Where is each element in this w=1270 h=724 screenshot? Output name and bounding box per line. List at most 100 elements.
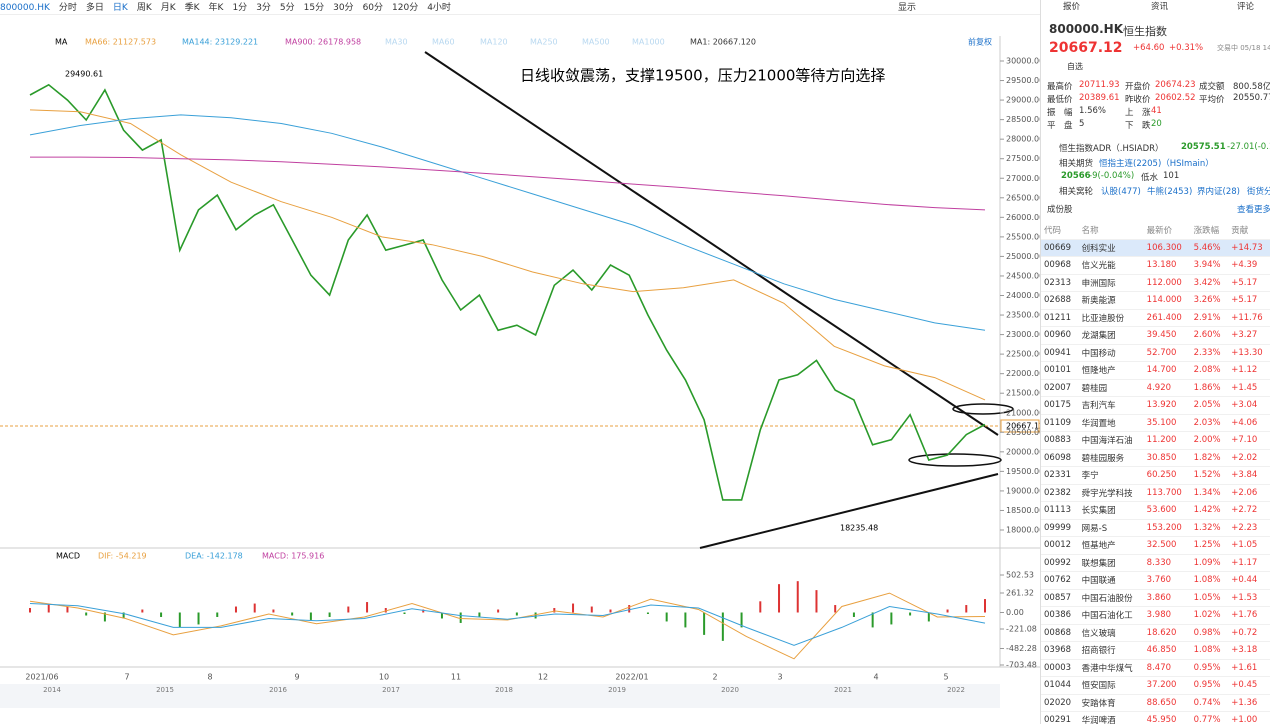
table-row[interactable]: 00386 中国石油化工 3.980 1.02% +1.76 [1041, 606, 1270, 625]
cell: 11.200 [1143, 431, 1191, 450]
breadth-value: 5 [1079, 119, 1085, 129]
table-row[interactable]: 00868 信义玻璃 18.620 0.98% +0.72 [1041, 624, 1270, 642]
breadth-value: 1.56% [1079, 106, 1107, 116]
breadth-value: 20 [1151, 119, 1162, 129]
x-tick-label: 7 [124, 673, 129, 682]
stat-label: 最高价 [1047, 82, 1073, 92]
series-line [29, 592, 986, 660]
futures-name[interactable]: 恒指主连(2205)（HSImain） [1099, 159, 1214, 169]
cell: 创科实业 [1078, 239, 1144, 257]
macd-legend-item: DIF: -54.219 [98, 552, 147, 561]
period-tab[interactable]: 4小时 [427, 3, 451, 13]
y-tick-label: 26500.00 [1006, 193, 1040, 202]
period-tab[interactable]: 1分 [232, 3, 248, 13]
series-line [29, 83, 986, 501]
period-tab[interactable]: 周K [136, 3, 152, 13]
cell: 信义光能 [1078, 256, 1144, 275]
table-row[interactable]: 02007 碧桂园 4.920 1.86% +1.45 [1041, 379, 1270, 397]
more-link[interactable]: 查看更多 [1237, 205, 1270, 215]
warrant-link[interactable]: 界内证(28) [1197, 187, 1240, 197]
cell: 06098 [1041, 449, 1079, 467]
tab[interactable]: 报价 [1063, 2, 1081, 12]
period-tab[interactable]: 30分 [333, 3, 354, 13]
table-row[interactable]: 02313 申洲国际 112.000 3.42% +5.17 [1041, 274, 1270, 292]
stat-label: 昨收价 [1125, 95, 1151, 105]
tab[interactable]: 评论 [1237, 2, 1255, 12]
cell: 1.05% [1190, 589, 1229, 607]
table-row[interactable]: 00101 恒隆地产 14.700 2.08% +1.12 [1041, 361, 1270, 380]
table-row[interactable]: 01113 长实集团 53.600 1.42% +2.72 [1041, 501, 1270, 520]
cell: 香港中华煤气 [1078, 659, 1144, 677]
y-tick-label: -221.08 [1006, 625, 1037, 634]
period-tab[interactable]: 15分 [303, 3, 325, 13]
period-tab[interactable]: 季K [184, 3, 200, 13]
table-row[interactable]: 00960 龙湖集团 39.450 2.60% +3.27 [1041, 326, 1270, 345]
period-tab[interactable]: 120分 [392, 3, 419, 13]
table-row[interactable]: 00883 中国海洋石油 11.200 2.00% +7.10 [1041, 431, 1270, 450]
table-row[interactable]: 03968 招商银行 46.850 1.08% +3.18 [1041, 641, 1270, 660]
cell: +0.45 [1228, 676, 1270, 695]
adr-name[interactable]: 恒生指数ADR（.HSIADR） [1059, 144, 1164, 154]
period-tab[interactable]: 分时 [58, 3, 77, 13]
table-row[interactable]: 00012 恒基地产 32.500 1.25% +1.05 [1041, 536, 1270, 555]
period-tab[interactable]: 3分 [256, 3, 271, 13]
cell: +1.76 [1228, 606, 1270, 625]
table-row[interactable]: 02020 安踏体育 88.650 0.74% +1.36 [1041, 694, 1270, 712]
cell: 5.46% [1190, 239, 1229, 257]
display-menu[interactable]: 显示 [898, 3, 917, 13]
year-label: 2020 [721, 686, 739, 694]
tab[interactable]: 资讯 [1151, 2, 1169, 12]
period-tab[interactable]: 60分 [362, 3, 384, 13]
navigator[interactable] [0, 684, 1000, 708]
table-row[interactable]: 01044 恒安国际 37.200 0.95% +0.45 [1041, 676, 1270, 695]
table-row[interactable]: 00291 华润啤酒 45.950 0.77% +1.00 [1041, 711, 1270, 724]
table-row[interactable]: 00992 联想集团 8.330 1.09% +1.17 [1041, 554, 1270, 572]
cell: 261.400 [1143, 309, 1191, 327]
period-tab[interactable]: 多日 [85, 3, 104, 13]
x-tick-label: 12 [538, 673, 548, 682]
ma-legend-item: MA900: 26178.958 [285, 38, 361, 47]
cell: 4.920 [1143, 379, 1191, 397]
cell: 0.74% [1190, 694, 1229, 712]
period-tab[interactable]: 5分 [279, 3, 295, 13]
watch-button[interactable]: 自选 [1067, 62, 1083, 71]
table-row[interactable]: 00941 中国移动 52.700 2.33% +13.30 [1041, 344, 1270, 362]
table-row[interactable]: 01211 比亚迪股份 261.400 2.91% +11.76 [1041, 309, 1270, 327]
cell: 37.200 [1143, 676, 1191, 695]
cell: 申洲国际 [1078, 274, 1144, 292]
cell: 舜宇光学科技 [1078, 484, 1144, 502]
table-row[interactable]: 00762 中国联通 3.760 1.08% +0.44 [1041, 571, 1270, 590]
cell: 60.250 [1143, 466, 1191, 485]
cell: +3.84 [1228, 466, 1270, 485]
period-tab[interactable]: 月K [160, 3, 176, 13]
warrant-link[interactable]: 牛熊(2453) [1147, 187, 1193, 197]
cell: 00101 [1041, 361, 1079, 380]
warrant-link[interactable]: 认股(477) [1101, 187, 1141, 197]
table-row[interactable]: 02382 舜宇光学科技 113.700 1.34% +2.06 [1041, 484, 1270, 502]
table-row[interactable]: 00003 香港中华煤气 8.470 0.95% +1.61 [1041, 659, 1270, 677]
change: +64.60 [1133, 43, 1165, 53]
table-row[interactable]: 06098 碧桂园服务 30.850 1.82% +2.02 [1041, 449, 1270, 467]
table-row[interactable]: 01109 华润置地 35.100 2.03% +4.06 [1041, 414, 1270, 432]
table-row[interactable]: 00175 吉利汽车 13.920 2.05% +3.04 [1041, 396, 1270, 415]
cell: 1.34% [1190, 484, 1229, 502]
table-row[interactable]: 00857 中国石油股份 3.860 1.05% +1.53 [1041, 589, 1270, 607]
cell: 2.00% [1190, 431, 1229, 450]
warrant-link[interactable]: 街货分析 [1247, 187, 1270, 197]
x-tick-label: 9 [294, 673, 299, 682]
cell: 2.03% [1190, 414, 1229, 432]
y-tick-label: 28000.00 [1006, 135, 1040, 144]
futures-price: 20566 [1061, 171, 1091, 181]
table-row[interactable]: 09999 网易-S 153.200 1.32% +2.23 [1041, 519, 1270, 537]
symbol[interactable]: 800000.HK [0, 3, 50, 13]
table-row[interactable]: 02331 李宁 60.250 1.52% +3.84 [1041, 466, 1270, 485]
period-tab[interactable]: 年K [208, 3, 224, 13]
table-row[interactable]: 00968 信义光能 13.180 3.94% +4.39 [1041, 256, 1270, 275]
adjust-button[interactable]: 前复权 [968, 37, 992, 47]
period-tab[interactable]: 日K [112, 3, 128, 13]
y-tick-label: 24000.00 [1006, 291, 1040, 300]
cell: 3.94% [1190, 256, 1229, 275]
low-label: 18235.48 [840, 524, 878, 533]
table-row[interactable]: 02688 新奥能源 114.000 3.26% +5.17 [1041, 291, 1270, 310]
table-row[interactable]: 00669 创科实业 106.300 5.46% +14.73 [1041, 239, 1270, 257]
